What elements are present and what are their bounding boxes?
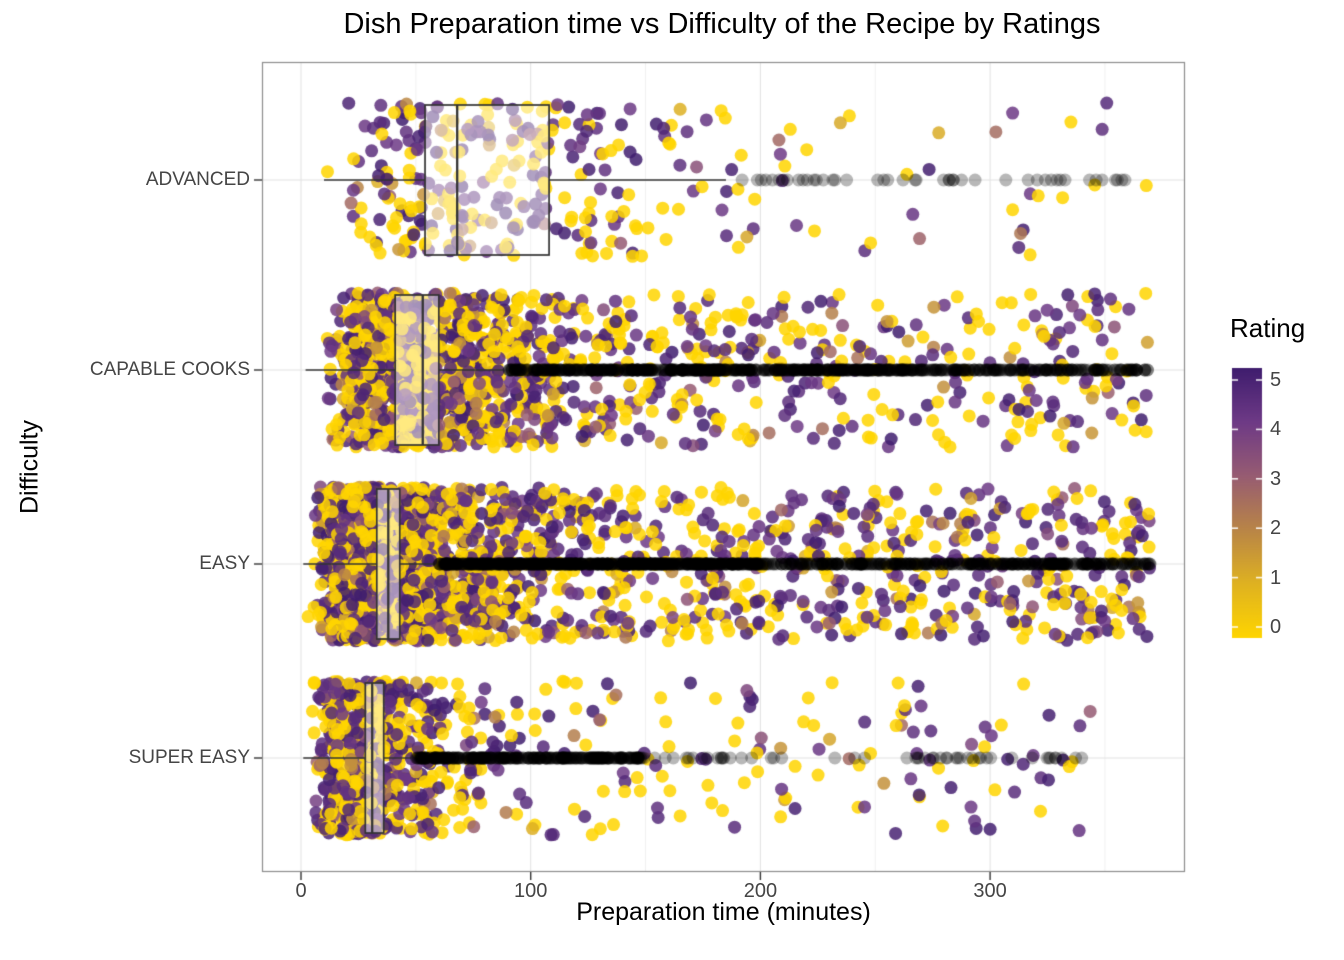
legend-tick-label: 1 (1270, 566, 1282, 589)
x-tick-label: 200 (743, 880, 778, 902)
legend-tick-label: 2 (1270, 517, 1282, 540)
legend-tick-label: 5 (1270, 369, 1282, 391)
y-tick-label: CAPABLE COOKS (89, 359, 250, 380)
y-axis-title: Difficulty (15, 419, 44, 515)
legend-tick-label: 0 (1270, 616, 1282, 638)
x-axis-title: Preparation time (minutes) (576, 898, 871, 926)
y-tick-label: SUPER EASY (128, 747, 250, 768)
legend-tick-label: 3 (1270, 467, 1282, 490)
chart-title: Dish Preparation time vs Difficulty of t… (343, 8, 1101, 40)
y-tick-label: EASY (199, 553, 250, 574)
legend-tick-label: 4 (1270, 418, 1282, 441)
legend-title: Rating (1230, 313, 1306, 343)
x-tick-label: 0 (295, 880, 307, 902)
x-tick-label: 100 (514, 880, 548, 902)
x-tick-label: 300 (973, 880, 1007, 902)
y-tick-label: ADVANCED (145, 169, 250, 190)
